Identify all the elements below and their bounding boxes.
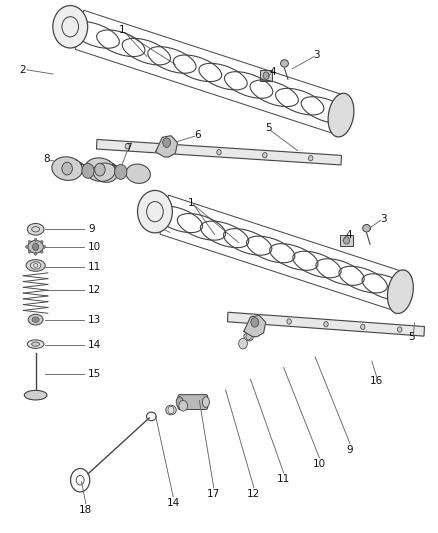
Text: 16: 16 xyxy=(370,376,383,386)
Text: 15: 15 xyxy=(88,369,101,379)
Polygon shape xyxy=(96,140,342,165)
Text: 6: 6 xyxy=(194,130,201,140)
Text: 10: 10 xyxy=(88,243,101,252)
Ellipse shape xyxy=(32,317,39,322)
Ellipse shape xyxy=(28,240,43,253)
Circle shape xyxy=(162,138,170,148)
Text: 1: 1 xyxy=(119,25,125,35)
Circle shape xyxy=(33,317,38,322)
Circle shape xyxy=(287,319,291,324)
Text: 11: 11 xyxy=(88,262,101,271)
Circle shape xyxy=(53,5,88,48)
Text: 3: 3 xyxy=(314,50,320,60)
Ellipse shape xyxy=(176,397,183,407)
FancyBboxPatch shape xyxy=(340,235,353,246)
Text: 12: 12 xyxy=(88,286,101,295)
Polygon shape xyxy=(52,157,118,182)
Ellipse shape xyxy=(27,340,44,349)
Text: 9: 9 xyxy=(88,224,95,235)
Text: 3: 3 xyxy=(380,214,386,224)
Text: 14: 14 xyxy=(88,340,101,350)
Ellipse shape xyxy=(166,405,176,415)
Text: 2: 2 xyxy=(143,216,150,227)
Circle shape xyxy=(125,143,130,149)
Circle shape xyxy=(308,156,313,161)
Circle shape xyxy=(82,164,94,178)
Circle shape xyxy=(138,190,173,233)
Ellipse shape xyxy=(27,223,44,235)
Circle shape xyxy=(217,150,221,155)
Ellipse shape xyxy=(244,333,254,341)
Circle shape xyxy=(263,72,269,79)
Ellipse shape xyxy=(24,390,47,400)
Polygon shape xyxy=(227,312,424,336)
Circle shape xyxy=(28,240,31,244)
Text: 8: 8 xyxy=(43,154,50,164)
Circle shape xyxy=(251,318,259,327)
Circle shape xyxy=(28,250,31,253)
Ellipse shape xyxy=(202,397,209,407)
Ellipse shape xyxy=(281,60,288,67)
Ellipse shape xyxy=(32,342,39,346)
Circle shape xyxy=(40,240,43,244)
Ellipse shape xyxy=(328,93,354,137)
Text: 1: 1 xyxy=(188,198,194,208)
Text: 18: 18 xyxy=(79,505,92,515)
Circle shape xyxy=(397,327,402,332)
Circle shape xyxy=(343,237,350,244)
Circle shape xyxy=(34,252,37,255)
Circle shape xyxy=(179,400,187,411)
Text: 9: 9 xyxy=(346,445,353,455)
Ellipse shape xyxy=(363,224,371,232)
Circle shape xyxy=(32,243,39,251)
Circle shape xyxy=(360,324,365,329)
Text: 4: 4 xyxy=(346,230,353,240)
Polygon shape xyxy=(155,136,177,157)
FancyBboxPatch shape xyxy=(178,394,208,409)
Circle shape xyxy=(25,245,28,248)
Ellipse shape xyxy=(388,270,413,313)
Circle shape xyxy=(171,147,175,152)
Circle shape xyxy=(62,162,72,175)
Circle shape xyxy=(263,152,267,158)
Polygon shape xyxy=(85,158,150,183)
Text: 4: 4 xyxy=(270,68,276,77)
Text: 13: 13 xyxy=(88,314,101,325)
Circle shape xyxy=(250,316,254,321)
Ellipse shape xyxy=(28,314,43,325)
Circle shape xyxy=(40,250,43,253)
Circle shape xyxy=(115,165,127,179)
Text: 17: 17 xyxy=(207,489,220,499)
Text: 7: 7 xyxy=(125,143,131,154)
Circle shape xyxy=(239,338,247,349)
Text: 10: 10 xyxy=(313,459,326,469)
Ellipse shape xyxy=(30,262,41,269)
Circle shape xyxy=(34,238,37,241)
Ellipse shape xyxy=(26,260,45,271)
Text: 5: 5 xyxy=(409,332,415,342)
Text: 11: 11 xyxy=(277,474,290,484)
Polygon shape xyxy=(244,316,266,337)
FancyBboxPatch shape xyxy=(260,70,272,82)
Text: 12: 12 xyxy=(247,489,261,499)
Circle shape xyxy=(95,163,105,176)
Circle shape xyxy=(43,245,46,248)
Circle shape xyxy=(324,321,328,327)
Text: 5: 5 xyxy=(265,123,272,133)
Text: 2: 2 xyxy=(19,65,26,75)
Text: 14: 14 xyxy=(166,498,180,508)
